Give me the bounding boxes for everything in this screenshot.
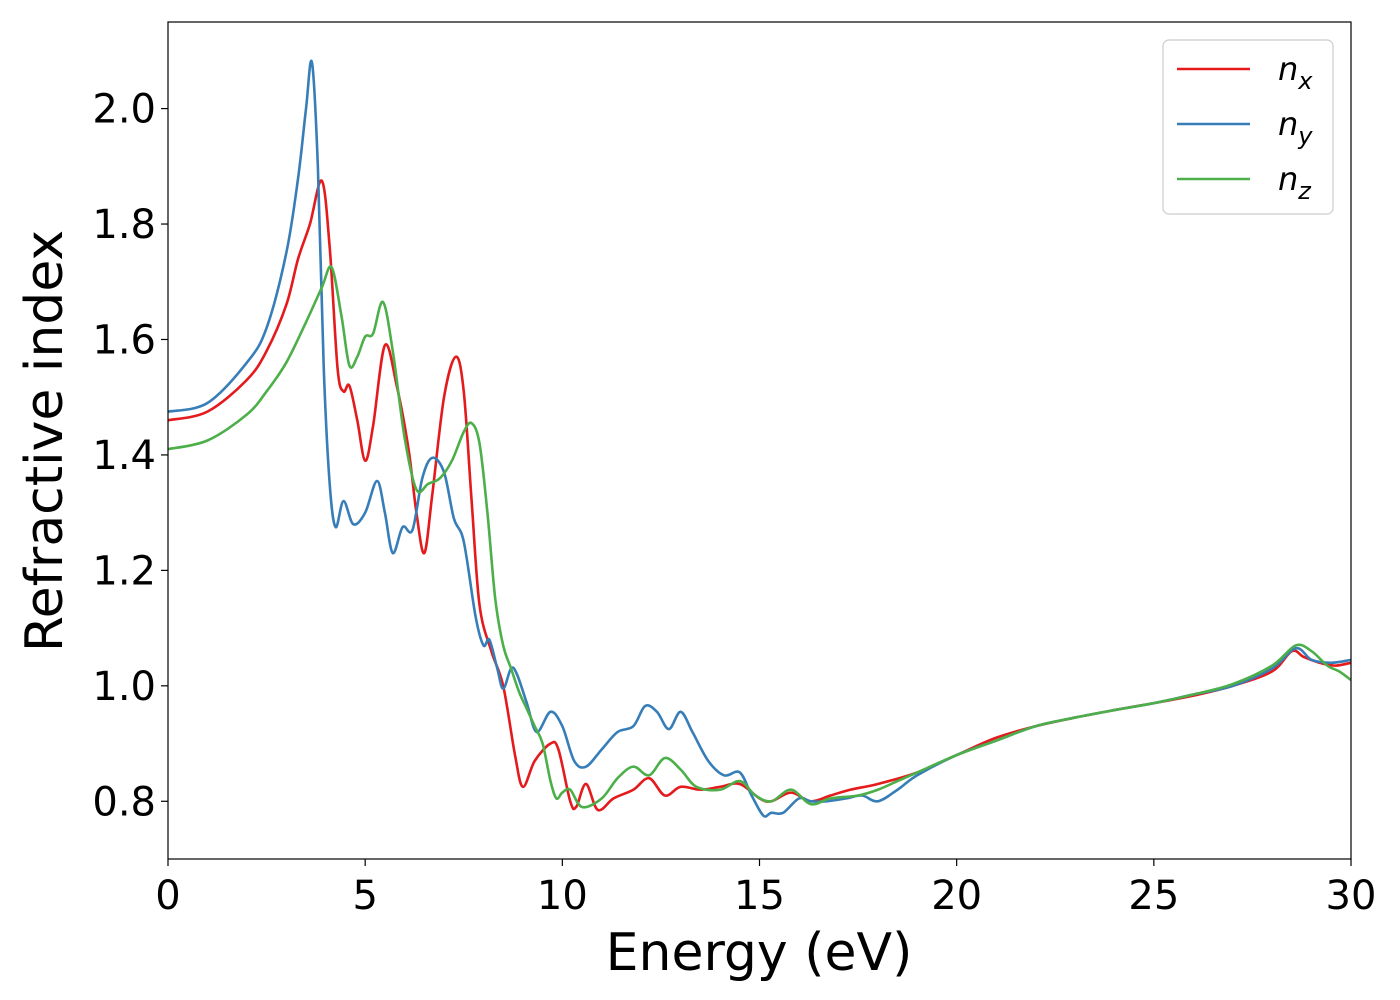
plot-background xyxy=(168,22,1351,859)
legend-label-y: ny xyxy=(1278,105,1313,150)
x-tick-label: 20 xyxy=(931,873,982,919)
legend: nx ny nz xyxy=(1162,39,1334,215)
x-tick-label: 0 xyxy=(155,873,180,919)
y-tick-label: 1.0 xyxy=(92,664,156,710)
y-axis-label: Refractive index xyxy=(15,230,75,652)
x-axis-label: Energy (eV) xyxy=(606,923,913,983)
x-tick-label: 30 xyxy=(1326,873,1377,919)
y-tick-label: 1.2 xyxy=(92,548,156,594)
y-axis-ticks: 0.8 1.0 1.2 1.4 1.6 1.8 2.0 xyxy=(92,87,168,825)
y-tick-label: 1.4 xyxy=(92,433,156,479)
legend-frame xyxy=(1162,39,1334,215)
x-tick-label: 15 xyxy=(734,873,785,919)
y-tick-label: 0.8 xyxy=(92,779,156,825)
x-tick-label: 25 xyxy=(1128,873,1179,919)
x-tick-label: 5 xyxy=(352,873,377,919)
series-line-z xyxy=(168,265,1351,809)
x-axis-ticks: 0 5 10 15 20 25 30 xyxy=(155,859,1376,919)
y-tick-label: 1.8 xyxy=(92,202,156,248)
series-layer xyxy=(168,59,1351,818)
y-tick-label: 2.0 xyxy=(92,87,156,133)
x-tick-label: 10 xyxy=(537,873,588,919)
legend-label-z: nz xyxy=(1278,160,1312,205)
legend-label-x: nx xyxy=(1278,50,1313,95)
y-tick-label: 1.6 xyxy=(92,317,156,363)
